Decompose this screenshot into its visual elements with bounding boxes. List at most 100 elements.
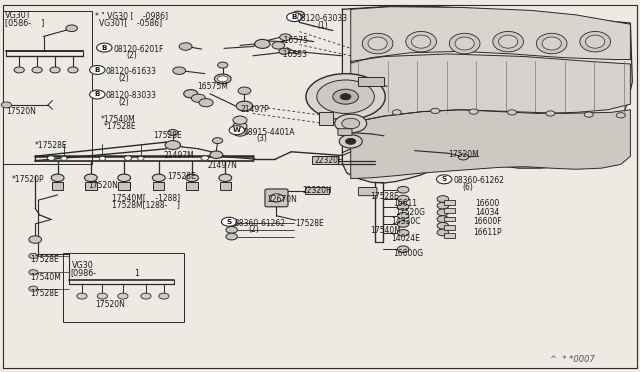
Text: (1): (1) xyxy=(317,21,328,30)
Text: *17540M: *17540M xyxy=(100,115,135,124)
Text: 17528M[1288-    ]: 17528M[1288- ] xyxy=(112,200,180,209)
Polygon shape xyxy=(342,7,632,183)
Circle shape xyxy=(437,222,449,229)
Ellipse shape xyxy=(406,31,436,52)
Circle shape xyxy=(458,154,468,160)
Text: 08915-4401A: 08915-4401A xyxy=(243,128,294,137)
FancyBboxPatch shape xyxy=(305,187,329,194)
Circle shape xyxy=(272,42,285,49)
Ellipse shape xyxy=(455,37,474,50)
Text: ^  * *0007: ^ * *0007 xyxy=(550,355,595,364)
Text: 08120-61633: 08120-61633 xyxy=(106,67,157,76)
Text: S: S xyxy=(442,176,447,182)
Circle shape xyxy=(29,286,38,291)
Text: 17520M: 17520M xyxy=(448,150,479,159)
Circle shape xyxy=(219,174,232,182)
FancyBboxPatch shape xyxy=(444,200,455,205)
Circle shape xyxy=(397,186,409,193)
Circle shape xyxy=(431,108,440,113)
Text: VG30T: VG30T xyxy=(5,11,31,20)
Text: 08360-61262: 08360-61262 xyxy=(234,219,285,228)
Circle shape xyxy=(397,230,409,236)
Circle shape xyxy=(437,216,449,222)
FancyBboxPatch shape xyxy=(444,225,455,230)
Text: 08360-61262: 08360-61262 xyxy=(453,176,504,185)
Circle shape xyxy=(159,293,169,299)
Text: 16600G: 16600G xyxy=(393,249,423,258)
Circle shape xyxy=(77,293,87,299)
Circle shape xyxy=(340,94,351,100)
Circle shape xyxy=(97,43,112,52)
Circle shape xyxy=(214,74,231,84)
Text: 16575M: 16575M xyxy=(197,82,228,91)
Text: [0986-: [0986- xyxy=(70,269,97,278)
Circle shape xyxy=(392,110,401,115)
Text: VG30T[    -0586]: VG30T[ -0586] xyxy=(99,18,163,27)
Circle shape xyxy=(97,293,108,299)
Circle shape xyxy=(29,253,38,259)
FancyBboxPatch shape xyxy=(444,233,455,238)
Ellipse shape xyxy=(449,33,480,54)
FancyBboxPatch shape xyxy=(444,208,455,213)
Ellipse shape xyxy=(580,31,611,52)
Circle shape xyxy=(50,67,60,73)
Circle shape xyxy=(397,195,409,202)
Circle shape xyxy=(165,141,180,150)
Circle shape xyxy=(437,209,449,216)
Circle shape xyxy=(218,62,228,68)
Circle shape xyxy=(226,233,237,240)
Circle shape xyxy=(469,109,478,114)
Text: 16611P: 16611P xyxy=(474,228,502,237)
Text: 21497M: 21497M xyxy=(163,151,194,160)
Circle shape xyxy=(90,65,105,74)
Text: 17540M[    -1288]: 17540M[ -1288] xyxy=(112,193,180,202)
FancyBboxPatch shape xyxy=(118,182,130,190)
FancyBboxPatch shape xyxy=(312,156,338,164)
Text: 21497P: 21497P xyxy=(241,105,269,114)
Text: B: B xyxy=(292,14,297,20)
Circle shape xyxy=(124,156,132,160)
FancyBboxPatch shape xyxy=(153,182,164,190)
Circle shape xyxy=(68,67,78,73)
Text: *17528E: *17528E xyxy=(35,141,68,150)
Circle shape xyxy=(346,138,356,144)
Circle shape xyxy=(397,221,409,227)
Circle shape xyxy=(226,220,237,227)
Circle shape xyxy=(152,174,165,182)
Text: 16600: 16600 xyxy=(475,199,499,208)
Text: [0586-    ]: [0586- ] xyxy=(5,19,45,28)
Text: 14034: 14034 xyxy=(475,208,499,217)
FancyBboxPatch shape xyxy=(358,77,384,86)
FancyBboxPatch shape xyxy=(186,182,198,190)
Ellipse shape xyxy=(499,35,518,48)
Text: 17528E: 17528E xyxy=(168,172,196,181)
Text: 17540M: 17540M xyxy=(370,226,401,235)
Circle shape xyxy=(397,246,409,253)
Text: B: B xyxy=(102,45,107,51)
FancyBboxPatch shape xyxy=(220,182,231,190)
Text: W: W xyxy=(233,127,241,133)
Circle shape xyxy=(287,13,302,22)
Text: -16575: -16575 xyxy=(282,36,308,45)
Circle shape xyxy=(1,102,12,108)
Circle shape xyxy=(342,118,360,129)
Circle shape xyxy=(436,175,452,184)
Circle shape xyxy=(229,126,244,135)
Circle shape xyxy=(47,156,55,160)
Text: 22320H: 22320H xyxy=(315,156,344,165)
Circle shape xyxy=(186,174,198,182)
Circle shape xyxy=(210,151,223,158)
Circle shape xyxy=(226,227,237,233)
Circle shape xyxy=(29,270,38,275)
FancyBboxPatch shape xyxy=(52,182,63,190)
Circle shape xyxy=(32,67,42,73)
Text: * " VG30 [    -0986]: * " VG30 [ -0986] xyxy=(95,11,168,20)
Circle shape xyxy=(333,89,358,104)
Circle shape xyxy=(184,90,198,98)
Text: 21497N: 21497N xyxy=(208,161,238,170)
Text: S: S xyxy=(227,219,232,225)
FancyBboxPatch shape xyxy=(3,5,637,368)
Circle shape xyxy=(546,111,555,116)
Text: *17528E: *17528E xyxy=(104,122,136,131)
Text: 14024E: 14024E xyxy=(392,234,420,243)
